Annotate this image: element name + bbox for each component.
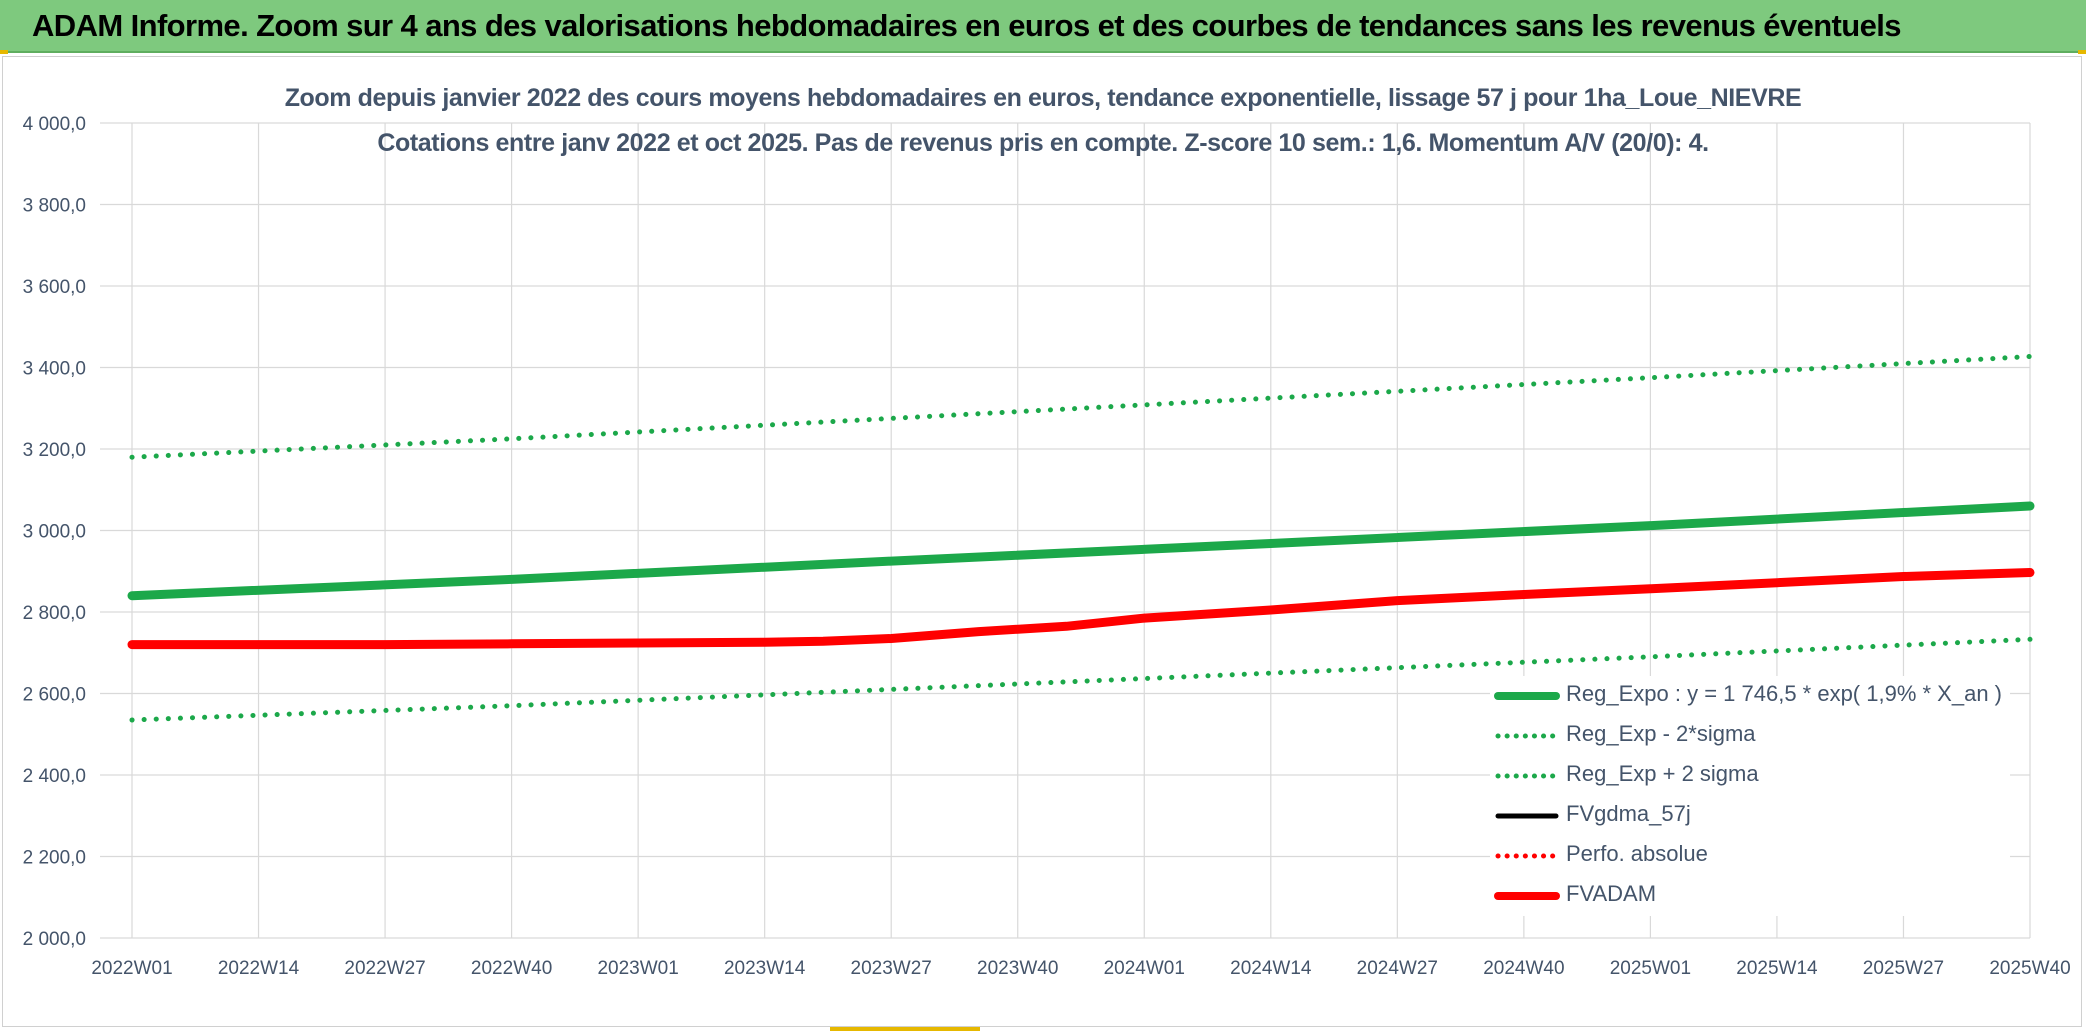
x-tick-label: 2025W14	[1736, 958, 1818, 979]
x-tick-label: 2023W01	[597, 958, 678, 979]
chart-title: Zoom depuis janvier 2022 des cours moyen…	[284, 84, 1802, 112]
y-tick-label: 3 000,0	[23, 522, 86, 543]
y-tick-label: 2 600,0	[23, 685, 86, 706]
series-line-3	[129, 354, 2033, 460]
x-tick-label: 2023W14	[724, 958, 806, 979]
x-tick-label: 2023W40	[977, 958, 1058, 979]
y-tick-label: 2 000,0	[23, 929, 86, 950]
x-tick-label: 2023W27	[851, 958, 932, 979]
legend-item: Reg_Exp + 2 sigma	[1490, 756, 2010, 796]
legend-label: Perfo. absolue	[1566, 841, 1708, 866]
chart-subtitle: Cotations entre janv 2022 et oct 2025. P…	[377, 129, 1709, 157]
y-tick-label: 4 000,0	[23, 114, 86, 135]
legend-item: Perfo. absolue	[1490, 836, 2010, 876]
x-tick-label: 2024W01	[1104, 958, 1185, 979]
x-tick-label: 2022W27	[344, 958, 425, 979]
y-tick-label: 3 600,0	[23, 277, 86, 298]
legend-swatch	[1495, 773, 1559, 779]
y-tick-label: 3 200,0	[23, 440, 86, 461]
legend-item: Reg_Expo : y = 1 746,5 * exp( 1,9% * X_a…	[1490, 676, 2010, 716]
legend-swatch	[1495, 733, 1559, 739]
bottom-accent	[830, 1027, 980, 1031]
legend-item: FVADAM	[1490, 876, 2010, 916]
banner-accent	[0, 50, 8, 54]
series-line-1	[127, 501, 2035, 601]
report-title: ADAM Informe. Zoom sur 4 ans des valoris…	[32, 8, 1902, 43]
report-banner: ADAM Informe. Zoom sur 4 ans des valoris…	[0, 0, 2086, 53]
x-tick-label: 2025W01	[1610, 958, 1691, 979]
legend-label: Reg_Expo : y = 1 746,5 * exp( 1,9% * X_a…	[1566, 681, 2002, 706]
x-tick-label: 2025W40	[1989, 958, 2070, 979]
series-line-6	[127, 568, 2035, 650]
legend-swatch	[1495, 813, 1559, 819]
x-tick-label: 2025W27	[1863, 958, 1944, 979]
x-tick-label: 2022W01	[91, 958, 172, 979]
y-tick-label: 2 800,0	[23, 603, 86, 624]
legend-label: Reg_Exp - 2*sigma	[1566, 721, 1756, 746]
y-tick-label: 2 200,0	[23, 848, 86, 869]
banner-accent	[2078, 50, 2086, 54]
y-tick-label: 3 800,0	[23, 196, 86, 217]
x-tick-label: 2024W14	[1230, 958, 1312, 979]
legend-swatch	[1495, 853, 1559, 859]
x-tick-label: 2022W14	[218, 958, 300, 979]
series-line-2	[129, 636, 2033, 723]
legend-swatch	[1494, 892, 1560, 900]
x-tick-label: 2022W40	[471, 958, 552, 979]
legend-item: FVgdma_57j	[1490, 796, 2010, 836]
legend-label: FVADAM	[1566, 881, 1657, 906]
x-tick-label: 2024W40	[1483, 958, 1564, 979]
legend-label: FVgdma_57j	[1566, 801, 1691, 826]
legend-item: Reg_Exp - 2*sigma	[1490, 716, 2010, 756]
x-tick-label: 2024W27	[1357, 958, 1438, 979]
chart-legend: Reg_Expo : y = 1 746,5 * exp( 1,9% * X_a…	[1490, 676, 2010, 916]
y-tick-label: 3 400,0	[23, 359, 86, 380]
y-tick-label: 2 400,0	[23, 766, 86, 787]
legend-label: Reg_Exp + 2 sigma	[1566, 761, 1759, 786]
legend-swatch	[1494, 692, 1560, 700]
